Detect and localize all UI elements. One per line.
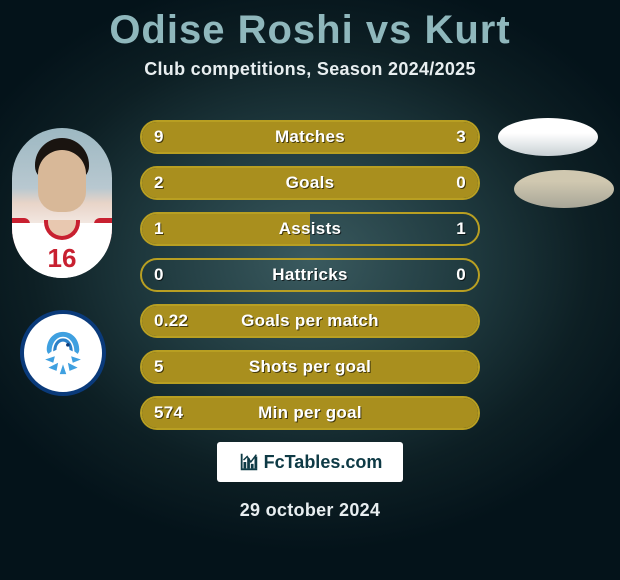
stat-row: 0.22 Goals per match: [140, 304, 480, 338]
player1-avatar: 16: [12, 128, 112, 278]
stat-row: 9 3 Matches: [140, 120, 480, 154]
stat-value-left: 0.22: [154, 311, 188, 331]
stat-label: Hattricks: [272, 265, 347, 285]
stat-value-right: 0: [456, 265, 466, 285]
vs-separator: vs: [366, 8, 413, 52]
stat-label: Min per goal: [258, 403, 362, 423]
stat-value-right: 3: [456, 127, 466, 147]
subtitle: Club competitions, Season 2024/2025: [0, 59, 620, 80]
stat-row: 5 Shots per goal: [140, 350, 480, 384]
footer-date: 29 october 2024: [240, 500, 381, 521]
page-title: Odise Roshi vs Kurt: [0, 0, 620, 53]
stat-label: Goals per match: [241, 311, 379, 331]
chart-icon: [238, 451, 260, 473]
stat-value-left: 0: [154, 265, 164, 285]
stat-row: 0 0 Hattricks: [140, 258, 480, 292]
player2-name: Kurt: [424, 8, 510, 52]
stat-row: 2 0 Goals: [140, 166, 480, 200]
stat-value-left: 574: [154, 403, 183, 423]
stats-list: 9 3 Matches 2 0 Goals 1 1 Assists 0 0 Hattricks 0.22…: [140, 120, 480, 442]
brand-label: FcTables.com: [264, 452, 383, 473]
stat-value-right: 0: [456, 173, 466, 193]
player1-name: Odise Roshi: [109, 8, 353, 52]
stat-label: Shots per goal: [249, 357, 371, 377]
stat-row: 574 Min per goal: [140, 396, 480, 430]
eagle-icon: [37, 327, 89, 379]
stat-value-left: 9: [154, 127, 164, 147]
stat-row: 1 1 Assists: [140, 212, 480, 246]
stat-label: Matches: [275, 127, 345, 147]
player1-club-badge: [20, 310, 106, 396]
player2-club-badge-placeholder: [514, 170, 614, 208]
stat-label: Goals: [286, 173, 335, 193]
stat-value-right: 1: [456, 219, 466, 239]
stat-label: Assists: [279, 219, 342, 239]
player1-jersey-number: 16: [48, 243, 77, 274]
brand-badge[interactable]: FcTables.com: [217, 442, 403, 482]
stat-value-left: 1: [154, 219, 164, 239]
stat-value-left: 5: [154, 357, 164, 377]
player2-avatar-placeholder: [498, 118, 598, 156]
stat-value-left: 2: [154, 173, 164, 193]
